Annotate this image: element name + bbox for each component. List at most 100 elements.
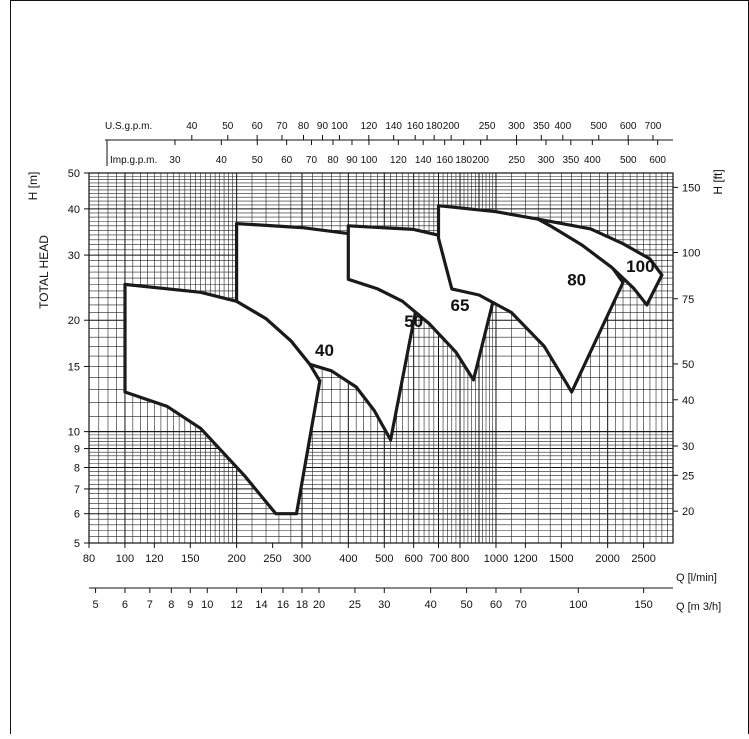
x-m3h-tick-label: 8 [168, 599, 174, 611]
y-left-tick-label: 8 [74, 462, 80, 474]
x-m3h-tick-label: 18 [296, 599, 308, 611]
x-m3h-tick-label: 14 [255, 599, 267, 611]
x-m3h-tick-label: 20 [313, 599, 325, 611]
x-lpm-tick-label: 2500 [631, 553, 655, 565]
x-impgpm-tick-label: 30 [169, 155, 181, 166]
envelope-label-80: 80 [567, 271, 586, 290]
x-lpm-tick-label: 1500 [549, 553, 573, 565]
x-lpm-tick-label: 1200 [513, 553, 537, 565]
y-right-tick-label: 25 [682, 470, 694, 482]
y-left-tick-label: 9 [74, 444, 80, 456]
x-m3h-tick-label: 150 [634, 599, 652, 611]
x-m3h-tick-label: 6 [122, 599, 128, 611]
x-usgpm-tick-label: 700 [645, 121, 662, 132]
x-lpm-tick-label: 400 [339, 553, 357, 565]
x-lpm-tick-label: 250 [263, 553, 281, 565]
x-m3h-tick-label: 10 [201, 599, 213, 611]
y-right-unit-label: H [ft] [711, 169, 725, 194]
x-impgpm-tick-label: 250 [508, 155, 525, 166]
x-m3h-tick-label: 60 [490, 599, 502, 611]
x-lpm-tick-label: 1000 [484, 553, 508, 565]
x-usgpm-tick-label: 100 [331, 121, 348, 132]
x-lpm-tick-label: 2000 [595, 553, 619, 565]
y-right-tick-label: 40 [682, 395, 694, 407]
y-left-unit-label: H [m] [26, 172, 40, 201]
x-usgpm-tick-label: 500 [590, 121, 607, 132]
envelope-40 [123, 282, 322, 516]
envelope-label-40: 40 [315, 341, 334, 360]
x-impgpm-tick-label: 70 [306, 155, 318, 166]
x-usgpm-tick-label: 350 [533, 121, 550, 132]
y-right-tick-label: 100 [682, 248, 700, 260]
x-usgpm-tick-label: 140 [385, 121, 402, 132]
x-impgpm-tick-label: 40 [216, 155, 228, 166]
x-m3h-tick-label: 100 [569, 599, 587, 611]
x-lpm-tick-label: 150 [181, 553, 199, 565]
x-m3h-tick-label: 25 [349, 599, 361, 611]
x-impgpm-tick-label: 200 [472, 155, 489, 166]
y-left-tick-label: 6 [74, 509, 80, 521]
axes: 5 6 7 8 9 10 15 20 30 40 50 20 25 30 40 50 75 100 150 80 100… [68, 121, 701, 611]
x-impgpm-label: Imp.g.p.m. [110, 155, 157, 166]
x-usgpm-tick-label: 80 [298, 121, 310, 132]
x-m3h-tick-label: 9 [187, 599, 193, 611]
x-lpm-tick-label: 300 [293, 553, 311, 565]
x-m3h-tick-label: 40 [425, 599, 437, 611]
x-lpm-tick-label: 200 [227, 553, 245, 565]
x-usgpm-tick-label: 400 [554, 121, 571, 132]
x-m3h-tick-label: 12 [231, 599, 243, 611]
x-usgpm-tick-label: 300 [508, 121, 525, 132]
x-impgpm-tick-label: 50 [252, 155, 264, 166]
x-impgpm-tick-label: 60 [281, 155, 293, 166]
x-m3h-tick-label: 5 [93, 599, 99, 611]
x-usgpm-tick-label: 120 [360, 121, 377, 132]
x-impgpm-tick-label: 500 [620, 155, 637, 166]
x-m3h-tick-label: 16 [277, 599, 289, 611]
x-lpm-tick-label: 120 [145, 553, 163, 565]
envelope-label-50: 50 [404, 312, 423, 331]
envelope-100 [536, 217, 664, 307]
x-impgpm-tick-label: 120 [390, 155, 407, 166]
y-left-tick-label: 50 [68, 168, 80, 180]
x-impgpm-tick-label: 160 [436, 155, 453, 166]
performance-envelopes: 40 50 65 80 100 [123, 204, 664, 516]
y-right-tick-label: 150 [682, 182, 700, 194]
x-m3h-tick-label: 50 [460, 599, 472, 611]
x-usgpm-tick-label: 200 [443, 121, 460, 132]
x-lpm-tick-label: 800 [451, 553, 469, 565]
x-impgpm-tick-label: 100 [361, 155, 378, 166]
x-m3h-tick-label: 70 [515, 599, 527, 611]
x-lpm-unit-label: Q [l/min] [676, 572, 717, 584]
y-left-tick-label: 20 [68, 315, 80, 327]
axis-labels: U.S.g.p.m. Imp.g.p.m. H [m] TOTAL HEAD H [ft… [26, 121, 725, 613]
y-left-axis-title: TOTAL HEAD [37, 235, 51, 309]
x-impgpm-tick-label: 180 [455, 155, 472, 166]
x-m3h-tick-label: 7 [147, 599, 153, 611]
y-right-tick-label: 50 [682, 359, 694, 371]
x-lpm-tick-label: 100 [116, 553, 134, 565]
x-impgpm-tick-label: 300 [538, 155, 555, 166]
x-usgpm-label: U.S.g.p.m. [105, 121, 152, 132]
x-impgpm-tick-label: 400 [584, 155, 601, 166]
x-usgpm-tick-label: 40 [186, 121, 198, 132]
x-usgpm-tick-label: 160 [407, 121, 424, 132]
y-left-tick-label: 40 [68, 204, 80, 216]
x-lpm-tick-label: 700 [429, 553, 447, 565]
y-right-tick-label: 30 [682, 441, 694, 453]
x-usgpm-tick-label: 90 [317, 121, 329, 132]
y-right-tick-label: 75 [682, 294, 694, 306]
x-m3h-unit-label: Q [m 3/h] [676, 601, 721, 613]
y-left-tick-label: 7 [74, 484, 80, 496]
y-left-tick-label: 10 [68, 427, 80, 439]
y-left-tick-label: 15 [68, 361, 80, 373]
x-usgpm-tick-label: 250 [479, 121, 496, 132]
x-usgpm-tick-label: 60 [252, 121, 264, 132]
x-impgpm-tick-label: 90 [346, 155, 358, 166]
x-m3h-tick-label: 30 [378, 599, 390, 611]
envelope-80 [436, 204, 625, 394]
x-usgpm-tick-label: 70 [276, 121, 288, 132]
plot-frame [88, 172, 674, 544]
envelope-label-65: 65 [451, 296, 470, 315]
